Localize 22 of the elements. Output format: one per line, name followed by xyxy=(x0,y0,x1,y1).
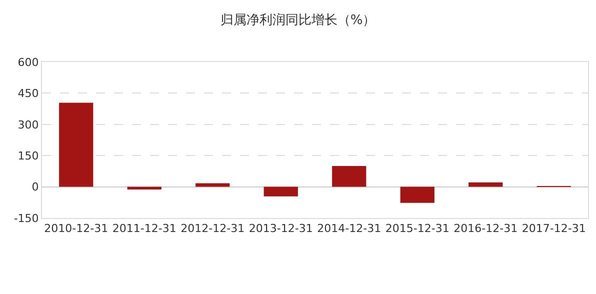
y-tick-label: 150 xyxy=(18,149,39,162)
x-tick-label: 2017-12-31 xyxy=(522,222,586,236)
x-tick-label: 2012-12-31 xyxy=(180,222,245,236)
y-tick-label: 0 xyxy=(32,180,39,194)
x-tick-label: 2011-12-31 xyxy=(112,222,176,236)
x-tick-label: 2010-12-31 xyxy=(44,222,108,236)
y-tick-label: -150 xyxy=(14,212,39,225)
bar xyxy=(59,102,94,187)
bar xyxy=(127,186,162,190)
chart-title: 归属净利润同比增长（%） xyxy=(220,12,376,28)
x-tick-label: 2016-12-31 xyxy=(454,222,518,236)
bar xyxy=(468,182,503,187)
y-tick-label: 600 xyxy=(18,56,39,69)
x-tick-label: 2013-12-31 xyxy=(248,222,313,236)
x-tick-label: 2015-12-31 xyxy=(385,222,450,236)
bar xyxy=(264,186,298,196)
x-tick-label: 2014-12-31 xyxy=(317,222,382,236)
bar xyxy=(332,166,366,187)
y-tick-label: 300 xyxy=(18,118,39,132)
bar xyxy=(400,186,434,203)
bar xyxy=(196,183,230,187)
y-tick-label: 450 xyxy=(18,87,39,100)
